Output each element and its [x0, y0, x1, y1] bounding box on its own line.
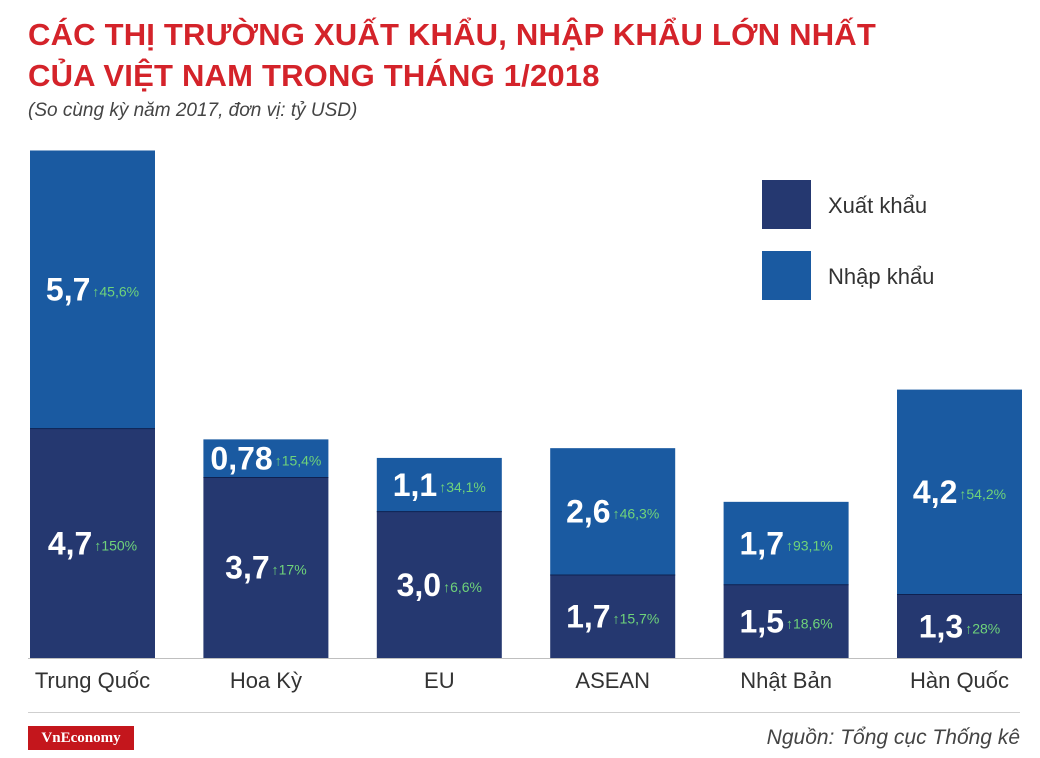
- bar-4-import-label: 1,7 ↑93,1%: [740, 526, 833, 562]
- source-note: Nguồn: Tổng cục Thống kê: [766, 726, 1020, 749]
- bar-3-import-value: 2,6: [566, 494, 610, 530]
- bar-1-export: [203, 477, 329, 658]
- category-label-2: EU: [424, 668, 455, 693]
- bar-4-import-value: 1,7: [740, 526, 784, 562]
- bar-2-import-growth: 34,1%: [446, 478, 486, 494]
- bar-3-import-growth: 46,3%: [620, 505, 660, 521]
- bar-1-import-label: 0,78 ↑15,4%: [210, 441, 321, 477]
- chart-subtitle: (So cùng kỳ năm 2017, đơn vị: tỷ USD): [28, 100, 358, 121]
- bar-4-export-label: 1,5 ↑18,6%: [740, 604, 833, 640]
- bar-5-import-label: 4,2 ↑54,2%: [913, 475, 1006, 511]
- bar-1-import-growth: 15,4%: [282, 452, 322, 468]
- title-line-2: CỦA VIỆT NAM TRONG THÁNG 1/2018: [28, 58, 600, 93]
- bar-0-import-label: 5,7 ↑45,6%: [46, 272, 139, 308]
- bar-4-export-value: 1,5: [740, 604, 784, 640]
- bar-2-export-growth-arrow: ↑: [443, 579, 450, 595]
- bar-2-export-value: 3,0: [397, 567, 441, 603]
- bar-0-export-growth-arrow: ↑: [94, 537, 101, 553]
- chart-title: CÁC THỊ TRƯỜNG XUẤT KHẨU, NHẬP KHẨU LỚN …: [28, 14, 876, 96]
- bar-5-import-growth-arrow: ↑: [959, 486, 966, 502]
- legend-swatch-0: [762, 180, 811, 229]
- legend-label-0: Xuất khẩu: [828, 193, 927, 218]
- bar-4-import: [723, 501, 849, 585]
- category-label-0: Trung Quốc: [35, 668, 150, 693]
- bar-3-export-growth: 15,7%: [620, 610, 660, 626]
- category-label-4: Nhật Bản: [740, 668, 832, 693]
- bar-5-import-growth: 54,2%: [966, 486, 1006, 502]
- bar-2-export-label: 3,0 ↑6,6%: [397, 567, 482, 603]
- bar-4-export: [723, 584, 849, 658]
- bar-0-import-growth: 45,6%: [99, 283, 139, 299]
- bar-1-export-label: 3,7 ↑17%: [225, 550, 307, 586]
- bar-3-import-growth-arrow: ↑: [613, 505, 620, 521]
- bar-2-import: [376, 457, 502, 512]
- bar-5-export-growth-arrow: ↑: [965, 620, 972, 636]
- bar-0-import-growth-arrow: ↑: [92, 283, 99, 299]
- bar-1-export-growth: 17%: [279, 561, 307, 577]
- bar-2-export-growth: 6,6%: [450, 579, 482, 595]
- bar-5-export-label: 1,3 ↑28%: [919, 609, 1001, 645]
- bar-0-import: [30, 150, 155, 429]
- footer-divider: [28, 712, 1020, 713]
- bar-5-export: [897, 594, 1022, 658]
- bar-2-export: [376, 511, 502, 658]
- bar-1-import: [203, 439, 329, 478]
- bar-4-export-growth: 18,6%: [793, 615, 833, 631]
- bar-2-import-label: 1,1 ↑34,1%: [393, 467, 486, 503]
- bar-3-export: [550, 575, 676, 658]
- bar-5-export-growth: 28%: [972, 620, 1000, 636]
- bar-3-import: [550, 448, 676, 576]
- bar-2-import-value: 1,1: [393, 467, 437, 503]
- bar-1-import-value: 0,78: [210, 441, 272, 477]
- bar-2-import-growth-arrow: ↑: [439, 478, 446, 494]
- bar-5-import: [897, 389, 1022, 595]
- bar-3-export-value: 1,7: [566, 599, 610, 635]
- category-label-1: Hoa Kỳ: [230, 668, 302, 693]
- category-label-5: Hàn Quốc: [910, 668, 1009, 693]
- bar-0-export-label: 4,7 ↑150%: [48, 526, 137, 562]
- bar-1-import-growth-arrow: ↑: [275, 452, 282, 468]
- title-line-1: CÁC THỊ TRƯỜNG XUẤT KHẨU, NHẬP KHẨU LỚN …: [28, 17, 877, 52]
- bar-5-import-value: 4,2: [913, 475, 957, 511]
- bar-0-export-value: 4,7: [48, 526, 92, 562]
- bar-1-export-growth-arrow: ↑: [272, 561, 279, 577]
- bar-4-import-growth-arrow: ↑: [786, 537, 793, 553]
- bar-3-import-label: 2,6 ↑46,3%: [566, 494, 659, 530]
- bar-5-export-value: 1,3: [919, 609, 963, 645]
- legend-swatch-1: [762, 251, 811, 300]
- legend-label-1: Nhập khẩu: [828, 264, 934, 289]
- bar-4-import-growth: 93,1%: [793, 537, 833, 553]
- bar-3-export-label: 1,7 ↑15,7%: [566, 599, 659, 635]
- bar-0-export: [30, 428, 155, 658]
- bar-0-import-value: 5,7: [46, 272, 90, 308]
- bar-1-export-value: 3,7: [225, 550, 269, 586]
- bar-0-export-growth: 150%: [101, 537, 137, 553]
- bar-4-export-growth-arrow: ↑: [786, 615, 793, 631]
- vneconomy-logo: VnEconomy: [28, 726, 134, 750]
- bar-3-export-growth-arrow: ↑: [613, 610, 620, 626]
- category-label-3: ASEAN: [575, 668, 650, 693]
